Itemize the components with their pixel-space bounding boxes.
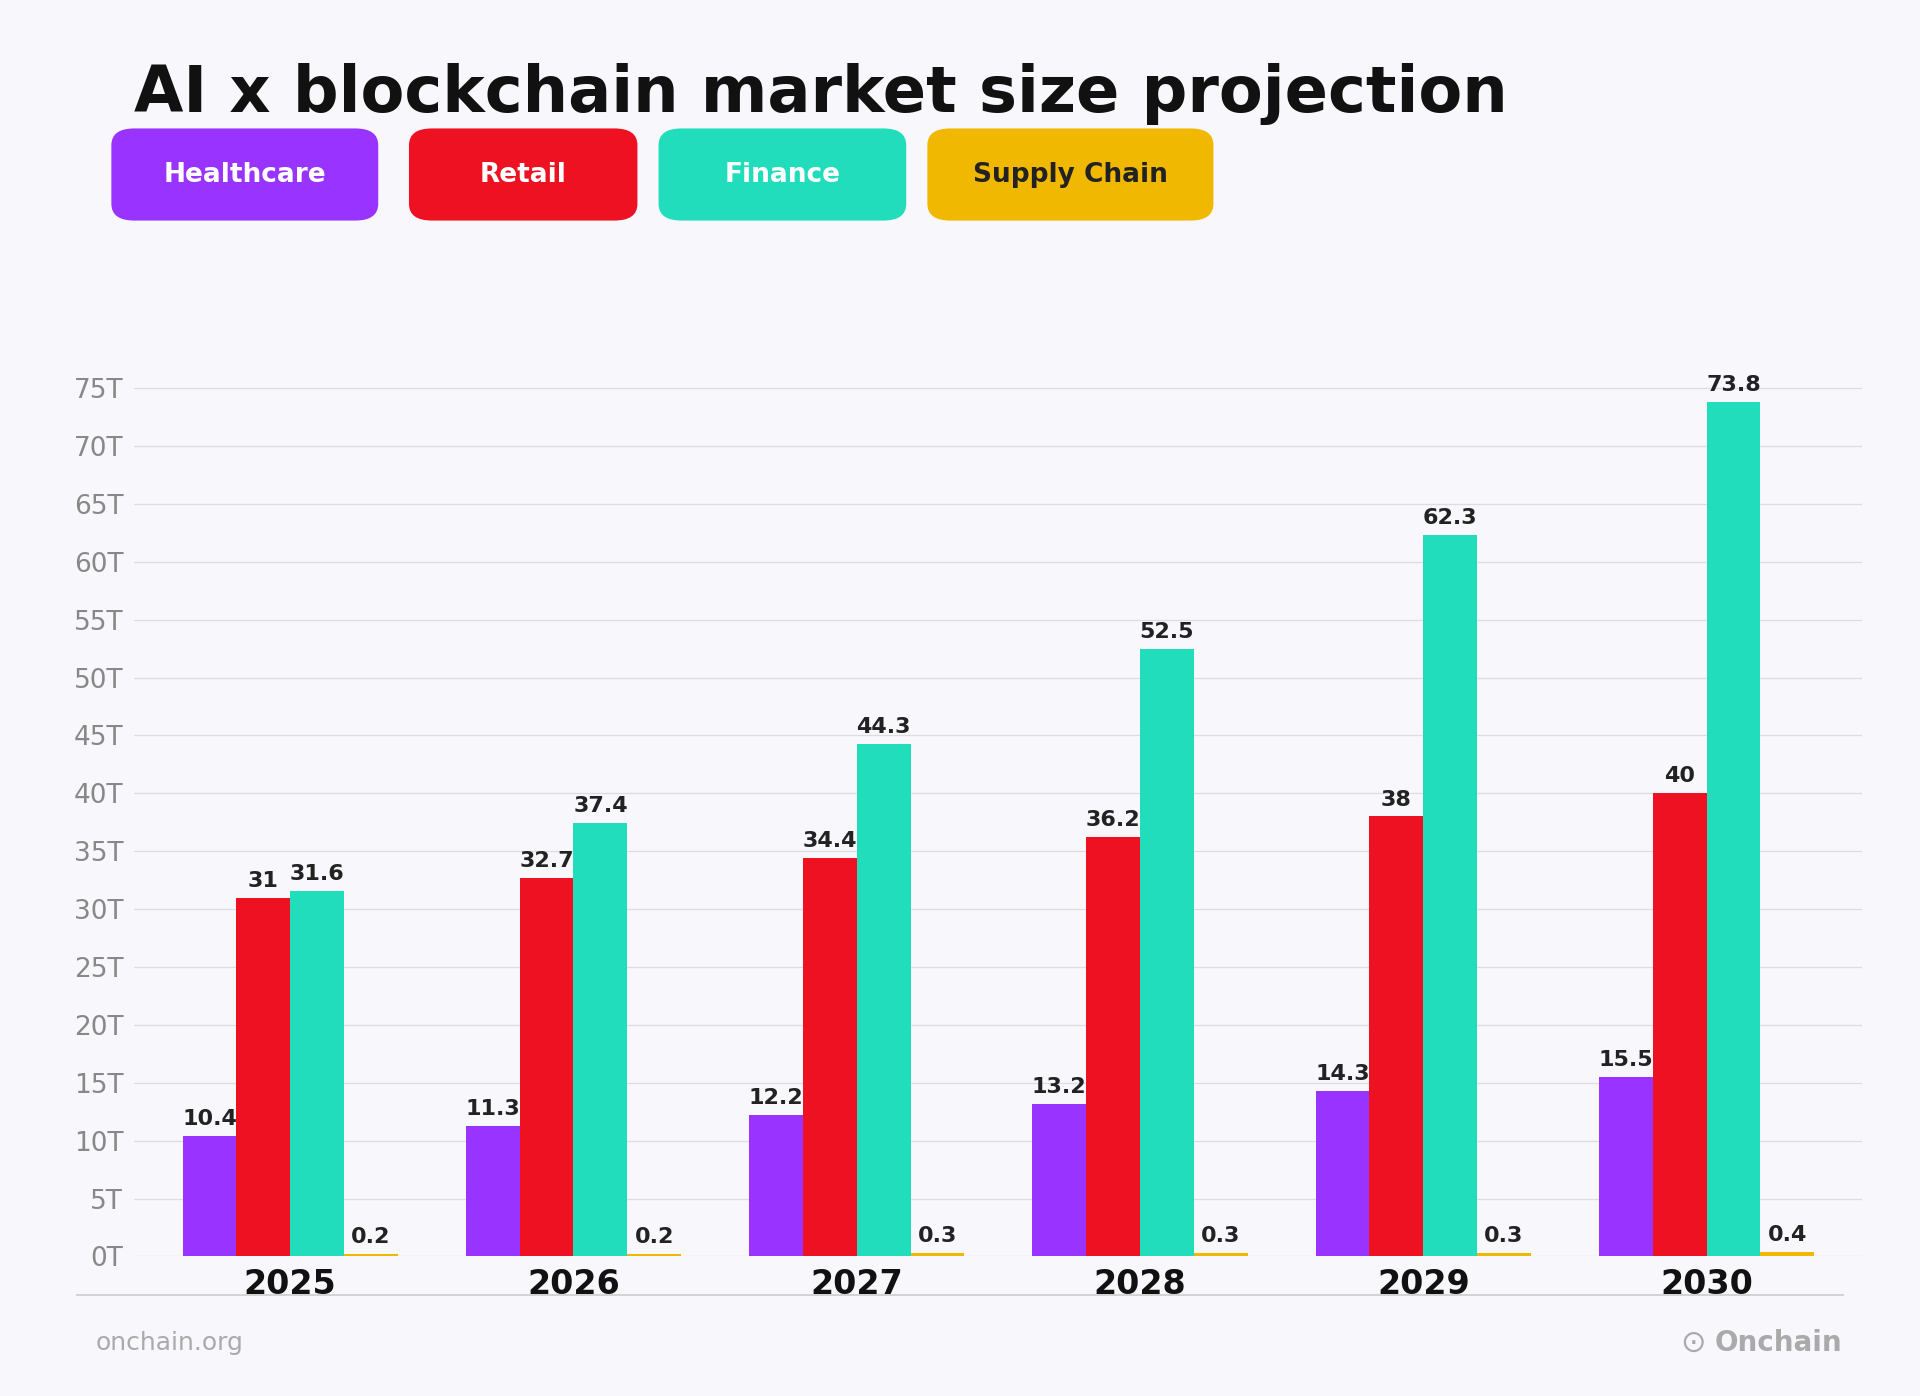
Bar	[1653, 793, 1707, 1256]
Text: 13.2: 13.2	[1031, 1076, 1087, 1097]
Text: 34.4: 34.4	[803, 831, 856, 852]
Text: Finance: Finance	[724, 162, 841, 187]
Bar	[1707, 402, 1761, 1256]
Text: Retail: Retail	[480, 162, 566, 187]
Text: 0.4: 0.4	[1768, 1224, 1807, 1245]
Text: Onchain: Onchain	[1715, 1329, 1841, 1357]
Text: 0.3: 0.3	[1484, 1226, 1524, 1247]
Text: ⊙: ⊙	[1680, 1329, 1705, 1357]
Text: Supply Chain: Supply Chain	[973, 162, 1167, 187]
Bar	[1087, 838, 1140, 1256]
Bar	[467, 1125, 520, 1256]
Text: 11.3: 11.3	[465, 1099, 520, 1118]
Text: 44.3: 44.3	[856, 716, 910, 737]
Bar	[1033, 1104, 1087, 1256]
Text: 0.3: 0.3	[1202, 1226, 1240, 1247]
Bar	[1315, 1090, 1369, 1256]
Text: 15.5: 15.5	[1599, 1050, 1653, 1069]
Text: 12.2: 12.2	[749, 1089, 803, 1108]
Bar	[1761, 1252, 1814, 1256]
Text: 36.2: 36.2	[1087, 811, 1140, 831]
Text: 32.7: 32.7	[518, 852, 574, 871]
Bar	[749, 1115, 803, 1256]
Text: 10.4: 10.4	[182, 1108, 236, 1129]
Text: 31: 31	[248, 871, 278, 891]
Text: 0.2: 0.2	[634, 1227, 674, 1247]
Bar	[1599, 1076, 1653, 1256]
Bar	[574, 824, 628, 1256]
Text: 62.3: 62.3	[1423, 508, 1478, 528]
Bar	[1476, 1254, 1530, 1256]
Text: 0.3: 0.3	[918, 1226, 958, 1247]
Text: 52.5: 52.5	[1140, 621, 1194, 642]
Text: 31.6: 31.6	[290, 864, 344, 884]
Bar	[1423, 535, 1476, 1256]
Bar	[628, 1254, 682, 1256]
Bar	[182, 1136, 236, 1256]
Text: onchain.org: onchain.org	[96, 1330, 244, 1356]
Bar	[290, 891, 344, 1256]
Bar	[803, 859, 856, 1256]
Text: 14.3: 14.3	[1315, 1064, 1369, 1083]
Bar	[520, 878, 574, 1256]
Text: 40: 40	[1665, 766, 1695, 786]
Bar	[910, 1254, 964, 1256]
Text: AI x blockchain market size projection: AI x blockchain market size projection	[134, 63, 1507, 124]
Bar	[856, 744, 910, 1256]
Text: 37.4: 37.4	[572, 797, 628, 817]
Bar	[1369, 817, 1423, 1256]
Bar	[1194, 1254, 1248, 1256]
Text: 73.8: 73.8	[1707, 376, 1761, 395]
Bar	[236, 898, 290, 1256]
Bar	[1140, 649, 1194, 1256]
Text: Healthcare: Healthcare	[163, 162, 326, 187]
Bar	[344, 1254, 397, 1256]
Text: 38: 38	[1380, 790, 1411, 810]
Text: 0.2: 0.2	[351, 1227, 390, 1247]
